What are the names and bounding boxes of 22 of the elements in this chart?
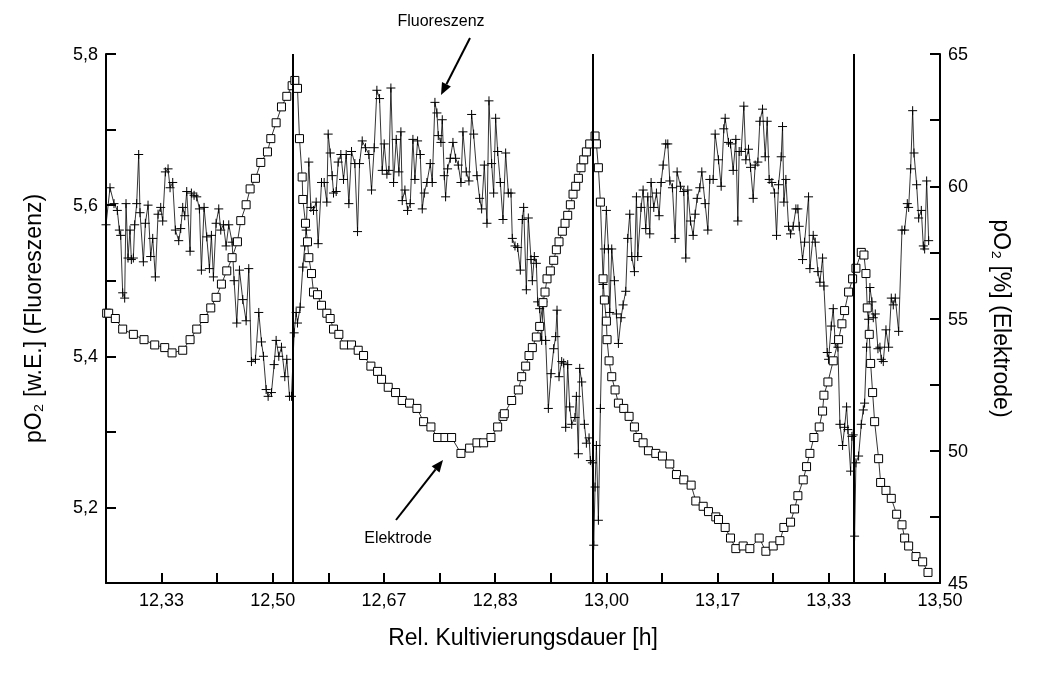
- y2-tick-label: 65: [948, 44, 969, 64]
- x-tick-label: 12,67: [361, 590, 407, 610]
- x-axis-title: Rel. Kultivierungsdauer [h]: [388, 623, 658, 650]
- y2-tick-label: 45: [948, 573, 969, 593]
- y-tick-label: 5,4: [72, 346, 98, 367]
- y2-axis-title: pO₂ [%] (Elektrode): [988, 219, 1015, 418]
- y2-tick-label: 50: [948, 440, 969, 461]
- x-tick-label: 13,50: [917, 590, 963, 610]
- y-tick-label: 5,2: [72, 497, 98, 518]
- annotation: Elektrode: [364, 528, 432, 546]
- y2-tick-label: 60: [948, 176, 969, 197]
- text: Fluoreszenz: [397, 11, 485, 29]
- y-tick-label: 5,8: [72, 44, 98, 64]
- y2-tick-label: 55: [948, 308, 969, 329]
- x-tick-label: 12,33: [139, 590, 185, 610]
- x-tick-label: 13,33: [806, 590, 852, 610]
- y-tick-label: 5,6: [72, 195, 98, 216]
- x-tick-label: 12,83: [472, 590, 518, 610]
- x-tick-label: 12,50: [250, 590, 296, 610]
- x-tick-label: 13,17: [695, 590, 741, 610]
- y-axis-title: pO₂ [w.E.] (Fluoreszenz): [19, 193, 46, 444]
- x-tick-label: 13,00: [583, 590, 629, 610]
